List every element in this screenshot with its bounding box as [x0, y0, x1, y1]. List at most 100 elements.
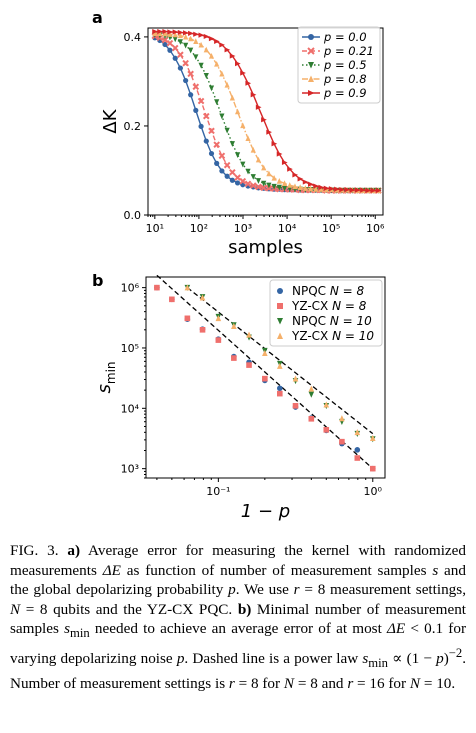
data-point — [308, 181, 314, 187]
data-point — [172, 55, 178, 61]
y-tick-label: 10⁶ — [121, 282, 140, 295]
data-point — [323, 427, 330, 433]
data-point — [157, 30, 163, 36]
data-point — [193, 54, 199, 61]
data-point — [302, 179, 309, 185]
data-point — [162, 30, 168, 37]
data-point — [297, 184, 303, 190]
series-3 — [184, 284, 376, 441]
data-point — [255, 156, 262, 163]
data-point — [339, 438, 345, 445]
data-point — [255, 104, 262, 110]
data-point — [182, 59, 189, 67]
data-point — [172, 36, 178, 43]
x-axis-label: 1 − p — [241, 501, 290, 522]
panel-b-label: b — [92, 271, 103, 290]
x-tick-label: 10⁶ — [366, 222, 385, 235]
data-point — [234, 180, 241, 186]
data-point — [229, 141, 235, 147]
data-point — [152, 28, 158, 35]
y-axis-label: smin — [94, 361, 118, 393]
data-point — [323, 185, 330, 191]
data-point — [193, 38, 199, 44]
data-point — [250, 146, 256, 153]
data-point — [234, 174, 241, 181]
y-axis-label-sub: min — [104, 361, 118, 384]
data-point — [199, 327, 206, 333]
data-point — [198, 123, 204, 129]
x-tick-label: 10⁰ — [364, 485, 383, 498]
data-point — [262, 375, 268, 382]
data-point — [240, 122, 246, 129]
data-point — [292, 172, 299, 178]
legend-label-name: YZ-CX — [291, 329, 332, 343]
data-point — [369, 434, 376, 441]
data-point — [177, 39, 183, 45]
data-point — [167, 29, 174, 35]
data-point — [183, 33, 189, 40]
data-point — [318, 184, 325, 190]
data-point — [277, 390, 283, 397]
data-point — [354, 429, 361, 436]
x-tick-label: 10⁻¹ — [206, 485, 230, 498]
series-4 — [152, 28, 382, 194]
data-point — [308, 416, 315, 422]
data-point — [271, 183, 277, 190]
data-point — [172, 31, 178, 38]
data-point — [193, 107, 199, 113]
series-1 — [154, 284, 376, 472]
data-point — [171, 44, 179, 52]
data-point — [224, 47, 231, 53]
data-point — [184, 284, 191, 291]
data-point — [240, 161, 246, 168]
data-point — [198, 32, 205, 38]
data-point — [193, 31, 199, 37]
power-law-fit-line — [186, 287, 374, 435]
data-point — [213, 141, 220, 148]
data-point — [239, 177, 247, 185]
data-point — [323, 401, 330, 408]
legend: p = 0.0p = 0.21p = 0.5p = 0.8p = 0.9 — [297, 26, 381, 104]
data-point — [219, 113, 225, 120]
data-point — [339, 187, 346, 193]
data-point — [308, 185, 314, 192]
legend-label-math: N = 8 — [332, 299, 367, 313]
plot-frame — [147, 27, 384, 216]
data-point — [208, 127, 215, 135]
legend-label-math: N = 8 — [330, 284, 365, 298]
data-point — [369, 465, 376, 472]
y-axis-label-main: s — [94, 384, 115, 393]
data-point — [365, 187, 372, 194]
legend-label-math: N = 10 — [332, 329, 374, 343]
data-point — [277, 362, 283, 369]
panel-a-plot: 10¹ 10² 10³ 10⁴ 10⁵ 10⁶ 0.0 0.2 0.4 samples ΔK p = … — [100, 26, 385, 258]
data-point — [271, 141, 278, 147]
legend-label: p = 0.5 — [323, 58, 367, 72]
data-point — [215, 315, 222, 322]
data-point — [183, 30, 189, 36]
data-point — [370, 187, 377, 194]
legend-marker — [308, 75, 314, 82]
data-point — [203, 33, 210, 40]
legend-box — [297, 26, 381, 104]
data-point — [177, 65, 183, 71]
data-point — [218, 152, 226, 160]
legend-box — [269, 279, 383, 347]
caption-body: a) Average error for measuring the kerne… — [10, 542, 467, 692]
data-point — [276, 151, 283, 157]
data-point — [177, 51, 184, 59]
legend-marker — [277, 303, 283, 309]
data-point — [167, 31, 173, 37]
data-point — [224, 127, 230, 134]
data-point — [219, 70, 225, 77]
data-point — [277, 385, 283, 392]
data-point — [214, 60, 220, 67]
x-tick-label: 10³ — [234, 222, 252, 235]
data-point — [154, 284, 160, 291]
data-point — [292, 183, 298, 190]
data-point — [297, 176, 304, 182]
data-point — [203, 46, 209, 53]
data-point — [260, 184, 268, 192]
